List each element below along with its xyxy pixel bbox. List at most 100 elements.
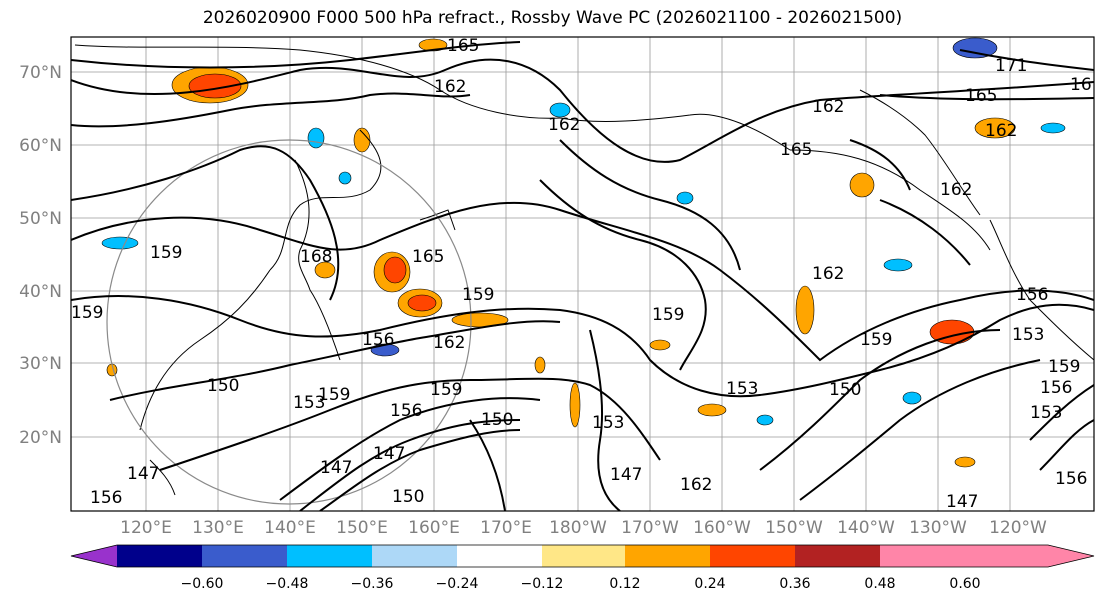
contour-label: 159 [150,243,182,263]
contour-label: 156 [390,401,422,421]
contour-label: 162 [680,475,712,495]
contour-label: 159 [1048,357,1080,377]
lon-label: 160°E [408,518,460,538]
map-frame [70,36,1095,512]
anomaly-positive [697,403,727,417]
contour-label: 156 [1016,285,1048,305]
contour-label: 156 [90,488,122,508]
contour-label: 159 [652,305,684,325]
lon-label: 140°W [837,518,895,538]
anomaly-positive [534,356,546,374]
map-background [71,37,1094,511]
contour-label: 150 [481,410,513,430]
colorbar-ticks: −0.60 −0.48 −0.36 −0.24 −0.12 0.12 0.24 … [181,576,981,592]
contour-label: 165 [780,140,812,160]
lon-label: 130°W [909,518,967,538]
anomaly-positive [974,117,1016,139]
contour-label: 147 [127,464,159,484]
contour-label: 147 [373,444,405,464]
anomaly-negative [549,102,571,118]
anomaly-positive [418,38,448,52]
anomaly-negative [676,191,694,205]
colorbar-tick-label: −0.24 [436,576,479,592]
contour-label: 153 [1012,325,1044,345]
lat-label: 30°N [19,354,62,374]
contour-label: 147 [320,458,352,478]
map-title: 2026020900 F000 500 hPa refract., Rossby… [202,8,903,28]
colorbar-tick-label: 0.12 [609,576,640,592]
anomaly-positive [569,382,581,428]
colorbar-segment [372,545,457,567]
colorbar-tick-label: 0.36 [779,576,810,592]
anomaly-negative [101,236,139,250]
contour-label: 150 [829,380,861,400]
anomaly-positive [383,256,407,284]
anomaly-positive [314,261,336,279]
anomaly-positive [188,73,242,99]
lon-label: 170°E [480,518,532,538]
contour-label: 153 [1030,403,1062,423]
contour-label: 159 [71,303,103,323]
contour-label: 171 [995,56,1027,76]
contour-label: 162 [812,97,844,117]
contour-label: 162 [434,77,466,97]
anomaly-positive [795,285,815,335]
lon-label: 170°W [621,518,679,538]
contour-label: 159 [462,285,494,305]
anomaly-positive [407,294,437,312]
contour-label: 16 [1070,75,1092,95]
colorbar-segment [457,545,542,567]
contour-label: 150 [392,487,424,507]
colorbar-segment [287,545,372,567]
contour-label: 150 [207,376,239,396]
contour-label: 162 [433,333,465,353]
contours [71,41,1094,511]
colorbar-outline [70,544,1095,568]
contour-label: 165 [965,86,997,106]
reference-circle [106,139,472,505]
colorbar-segment [117,545,202,567]
lon-label: 150°W [765,518,823,538]
anomaly-negative [952,37,998,59]
colorbar-segment [880,545,965,567]
lon-label: 160°W [693,518,751,538]
contour-label: 153 [293,393,325,413]
contour-label: 159 [318,385,350,405]
contour-label: 147 [946,492,978,512]
colorbar-tick-label: −0.48 [266,576,309,592]
anomaly-shading [101,37,1066,468]
lat-label: 70°N [19,63,62,83]
colorbar-extend-low [71,545,117,567]
contour-label: 162 [940,180,972,200]
contour-labels: 165 162 162 162 165 171 16 162 159 168 1… [71,36,1092,512]
colorbar-tick-label: 0.24 [694,576,725,592]
lon-label: 140°E [264,518,316,538]
lat-label: 60°N [19,136,62,156]
coastlines [74,44,1094,496]
colorbar-tick-label: −0.60 [181,576,224,592]
contour-label: 162 [548,115,580,135]
anomaly-negative [883,258,913,272]
contour-label: 162 [812,264,844,284]
colorbar-segment [710,545,795,567]
contour-label: 159 [860,330,892,350]
anomaly-negative [338,171,352,185]
anomaly-negative [756,414,774,426]
latitude-labels: 70°N 60°N 50°N 40°N 30°N 20°N [19,63,62,448]
lon-label: 120°W [989,518,1047,538]
colorbar: −0.60 −0.48 −0.36 −0.24 −0.12 0.12 0.24 … [70,544,1095,592]
colorbar-segment [202,545,287,567]
contour-label: 153 [726,379,758,399]
anomaly-negative [1040,122,1066,134]
colorbar-tick-label: −0.12 [521,576,564,592]
colorbar-tick-label: 0.60 [949,576,980,592]
contour-label: 165 [412,247,444,267]
lon-label: 130°E [192,518,244,538]
contour-label: 168 [300,247,332,267]
contour-label: 165 [447,36,479,56]
contour-label: 153 [592,413,624,433]
colorbar-segment [795,545,880,567]
contour-label: 147 [610,465,642,485]
colorbar-segment [625,545,710,567]
